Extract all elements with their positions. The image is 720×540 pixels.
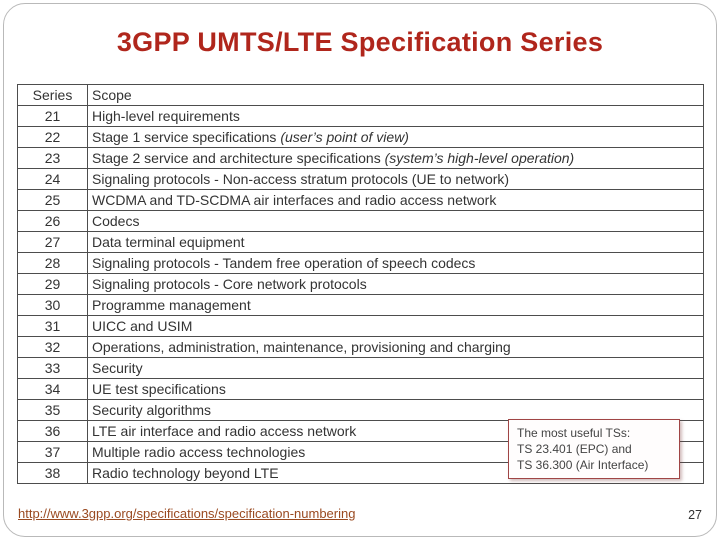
scope-text: Operations, administration, maintenance,… xyxy=(92,339,511,355)
series-number-cell: 34 xyxy=(17,378,88,400)
page-number: 27 xyxy=(688,508,702,522)
series-number-cell: 27 xyxy=(17,231,88,253)
table-row: 35 Security algorithms xyxy=(17,399,704,421)
series-number-cell: 33 xyxy=(17,357,88,379)
series-number-cell: 24 xyxy=(17,168,88,190)
scope-cell: Signaling protocols - Tandem free operat… xyxy=(87,252,704,274)
scope-cell: Stage 2 service and architecture specifi… xyxy=(87,147,704,169)
scope-cell: Operations, administration, maintenance,… xyxy=(87,336,704,358)
callout-line: TS 36.300 (Air Interface) xyxy=(517,458,649,472)
table-row: 34 UE test specifications xyxy=(17,378,704,400)
scope-text: Stage 2 service and architecture specifi… xyxy=(92,150,385,166)
table-row: 33 Security xyxy=(17,357,704,379)
series-number-cell: 38 xyxy=(17,462,88,484)
series-number-cell: 29 xyxy=(17,273,88,295)
table-row: 32 Operations, administration, maintenan… xyxy=(17,336,704,358)
table-row: 25 WCDMA and TD-SCDMA air interfaces and… xyxy=(17,189,704,211)
table-row: 22 Stage 1 service specifications (user’… xyxy=(17,126,704,148)
series-number-cell: 21 xyxy=(17,105,88,127)
scope-cell: UICC and USIM xyxy=(87,315,704,337)
scope-text: High-level requirements xyxy=(92,108,240,124)
scope-text: Codecs xyxy=(92,213,140,229)
scope-italic-text: (system’s high-level operation) xyxy=(384,150,575,166)
scope-text: Signaling protocols - Non-access stratum… xyxy=(92,171,510,187)
scope-text: UE test specifications xyxy=(92,381,226,397)
scope-text: Programme management xyxy=(92,297,251,313)
scope-cell: Signaling protocols - Core network proto… xyxy=(87,273,704,295)
series-number-cell: 22 xyxy=(17,126,88,148)
table-row: 24 Signaling protocols - Non-access stra… xyxy=(17,168,704,190)
callout-box: The most useful TSs: TS 23.401 (EPC) and… xyxy=(508,419,680,479)
series-number-cell: 30 xyxy=(17,294,88,316)
table-header-row: Series Scope xyxy=(17,84,704,106)
series-number-cell: 28 xyxy=(17,252,88,274)
scope-text: Radio technology beyond LTE xyxy=(92,465,279,481)
series-number-cell: 31 xyxy=(17,315,88,337)
scope-text: UICC and USIM xyxy=(92,318,193,334)
scope-text: Multiple radio access technologies xyxy=(92,444,306,460)
series-number-cell: 32 xyxy=(17,336,88,358)
table-row: 21 High-level requirements xyxy=(17,105,704,127)
scope-text: Security xyxy=(92,360,143,376)
scope-cell: WCDMA and TD-SCDMA air interfaces and ra… xyxy=(87,189,704,211)
callout-line: TS 23.401 (EPC) and xyxy=(517,442,632,456)
series-number-cell: 25 xyxy=(17,189,88,211)
scope-text: Signaling protocols - Core network proto… xyxy=(92,276,367,292)
series-number-cell: 37 xyxy=(17,441,88,463)
scope-cell: Stage 1 service specifications (user’s p… xyxy=(87,126,704,148)
series-number-cell: 26 xyxy=(17,210,88,232)
table-row: 31 UICC and USIM xyxy=(17,315,704,337)
scope-cell: Signaling protocols - Non-access stratum… xyxy=(87,168,704,190)
scope-cell: Data terminal equipment xyxy=(87,231,704,253)
callout-line: The most useful TSs: xyxy=(517,426,631,440)
scope-text: Security algorithms xyxy=(92,402,212,418)
col-header-scope: Scope xyxy=(87,84,704,106)
series-number-cell: 23 xyxy=(17,147,88,169)
scope-text: Data terminal equipment xyxy=(92,234,245,250)
scope-italic-text: (user’s point of view) xyxy=(280,129,409,145)
col-header-series: Series xyxy=(17,84,88,106)
table-row: 29 Signaling protocols - Core network pr… xyxy=(17,273,704,295)
scope-text: Stage 1 service specifications xyxy=(92,129,281,145)
table-row: 26 Codecs xyxy=(17,210,704,232)
scope-text: Signaling protocols - Tandem free operat… xyxy=(92,255,476,271)
footer-link[interactable]: http://www.3gpp.org/specifications/speci… xyxy=(18,506,356,521)
scope-cell: High-level requirements xyxy=(87,105,704,127)
series-number-cell: 35 xyxy=(17,399,88,421)
scope-text: LTE air interface and radio access netwo… xyxy=(92,423,357,439)
scope-cell: Security algorithms xyxy=(87,399,704,421)
page-title: 3GPP UMTS/LTE Specification Series xyxy=(116,27,604,57)
scope-cell: Codecs xyxy=(87,210,704,232)
table-row: 28 Signaling protocols - Tandem free ope… xyxy=(17,252,704,274)
scope-cell: Programme management xyxy=(87,294,704,316)
series-number-cell: 36 xyxy=(17,420,88,442)
scope-cell: Security xyxy=(87,357,704,379)
table-row: 27 Data terminal equipment xyxy=(17,231,704,253)
table-row: 23 Stage 2 service and architecture spec… xyxy=(17,147,704,169)
scope-text: WCDMA and TD-SCDMA air interfaces and ra… xyxy=(92,192,497,208)
table-row: 30 Programme management xyxy=(17,294,704,316)
scope-cell: UE test specifications xyxy=(87,378,704,400)
